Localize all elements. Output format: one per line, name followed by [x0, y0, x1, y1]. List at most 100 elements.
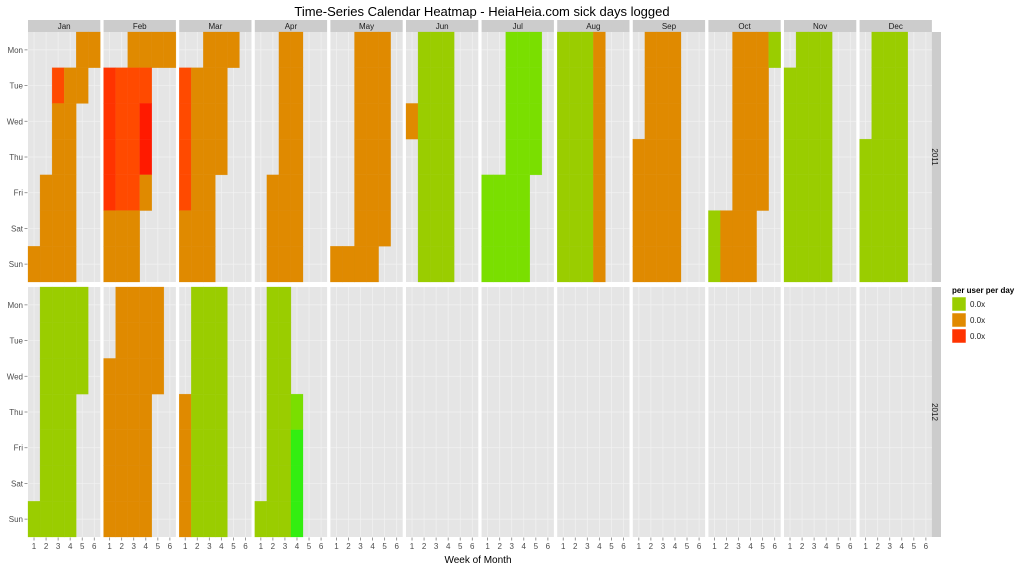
- heatmap-tile: [557, 67, 570, 104]
- heatmap-tile: [505, 31, 518, 68]
- heatmap-tile: [51, 358, 65, 395]
- week-tick-label: 3: [207, 542, 212, 551]
- heatmap-tile: [51, 67, 65, 104]
- heatmap-tile: [593, 67, 606, 104]
- week-tick-label: 1: [107, 542, 112, 551]
- legend-title: per user per day: [952, 286, 1015, 295]
- heatmap-tile: [51, 429, 65, 466]
- heatmap-tile: [807, 67, 821, 104]
- heatmap-tile: [203, 465, 216, 502]
- heatmap-tile: [63, 138, 77, 176]
- heatmap-tile: [819, 31, 833, 68]
- heatmap-tile: [290, 210, 304, 247]
- heatmap-tile: [191, 138, 204, 176]
- week-tick-label: 1: [410, 542, 415, 551]
- heatmap-tile: [756, 67, 769, 104]
- heatmap-tile: [593, 103, 606, 140]
- heatmap-tile: [115, 322, 128, 359]
- heatmap-tile: [441, 246, 455, 283]
- heatmap-tile: [63, 393, 77, 431]
- heatmap-tile: [178, 393, 192, 431]
- heatmap-tile: [203, 393, 216, 431]
- heatmap-tile: [883, 174, 896, 211]
- heatmap-tile: [656, 67, 670, 104]
- heatmap-tile: [51, 103, 65, 140]
- month-label: Feb: [133, 22, 147, 31]
- heatmap-tile: [115, 138, 128, 176]
- week-tick-label: 6: [92, 542, 97, 551]
- week-tick-label: 1: [183, 542, 188, 551]
- week-tick-label: 6: [848, 542, 853, 551]
- heatmap-tile: [557, 138, 570, 176]
- month-strip: [632, 20, 706, 32]
- week-tick-label: 2: [724, 542, 729, 551]
- heatmap-tile: [819, 174, 833, 211]
- heatmap-tile: [871, 103, 884, 140]
- heatmap-tile: [139, 103, 153, 140]
- heatmap-tile: [859, 210, 872, 247]
- heatmap-tile: [656, 174, 670, 211]
- heatmap-tile: [63, 322, 77, 359]
- weekday-tick-label: Mon: [7, 301, 23, 310]
- heatmap-tile: [178, 429, 192, 466]
- week-tick-label: 3: [812, 542, 817, 551]
- heatmap-tile: [783, 174, 797, 211]
- heatmap-tile: [103, 67, 116, 104]
- heatmap-tile: [505, 67, 518, 104]
- week-tick-label: 4: [597, 542, 602, 551]
- heatmap-tile: [493, 174, 506, 211]
- heatmap-tile: [557, 246, 570, 283]
- heatmap-tile: [139, 322, 153, 359]
- heatmap-tile: [139, 286, 153, 323]
- week-tick-label: 5: [836, 542, 841, 551]
- week-tick-label: 6: [697, 542, 702, 551]
- heatmap-tile: [429, 138, 443, 176]
- weekday-tick-label: Tue: [10, 337, 24, 346]
- heatmap-tile: [783, 246, 797, 283]
- week-tick-label: 5: [534, 542, 539, 551]
- weekday-axes: Mon Tue Wed Thu Fri Sat Sun Mon Tue Wed Thu Fri Sat S…: [7, 46, 28, 524]
- heatmap-tile: [127, 358, 140, 395]
- week-tick-label: 6: [621, 542, 626, 551]
- week-tick-label: 3: [509, 542, 514, 551]
- heatmap-tile: [366, 210, 379, 247]
- heatmap-tile: [51, 246, 65, 283]
- heatmap-tile: [517, 138, 531, 176]
- heatmap-tile: [895, 138, 909, 176]
- heatmap-tile: [668, 103, 682, 140]
- month-label: Nov: [813, 22, 827, 31]
- heatmap-tile: [290, 246, 304, 283]
- heatmap-tile: [429, 103, 443, 140]
- heatmap-tile: [883, 246, 896, 283]
- week-tick-label: 2: [875, 542, 880, 551]
- heatmap-tile: [266, 465, 280, 502]
- heatmap-tile: [39, 210, 53, 247]
- heatmap-tile: [581, 31, 594, 68]
- week-tick-label: 1: [561, 542, 566, 551]
- heatmap-tile: [795, 138, 809, 176]
- heatmap-tile: [378, 138, 391, 176]
- heatmap-tile: [203, 429, 216, 466]
- heatmap-tile: [871, 246, 884, 283]
- heatmap-tile: [215, 501, 228, 538]
- heatmap-tile: [191, 429, 204, 466]
- month-label: May: [359, 22, 374, 31]
- heatmap-tile: [215, 67, 228, 104]
- heatmap-tile: [178, 174, 192, 211]
- week-tick-label: 3: [283, 542, 288, 551]
- heatmap-tile: [203, 246, 216, 283]
- heatmap-tile: [517, 31, 531, 68]
- heatmap-tile: [278, 501, 292, 538]
- heatmap-tile: [529, 103, 543, 140]
- week-tick-label: 5: [80, 542, 85, 551]
- heatmap-tile: [127, 501, 140, 538]
- heatmap-tile: [632, 174, 646, 211]
- heatmap-tile: [644, 31, 658, 68]
- week-tick-label: 5: [458, 542, 463, 551]
- month-strip: [859, 20, 932, 32]
- week-tick-label: 2: [44, 542, 49, 551]
- heatmap-tile: [103, 465, 116, 502]
- week-tick-label: 2: [422, 542, 427, 551]
- week-tick-label: 6: [168, 542, 173, 551]
- week-tick-label: 5: [156, 542, 161, 551]
